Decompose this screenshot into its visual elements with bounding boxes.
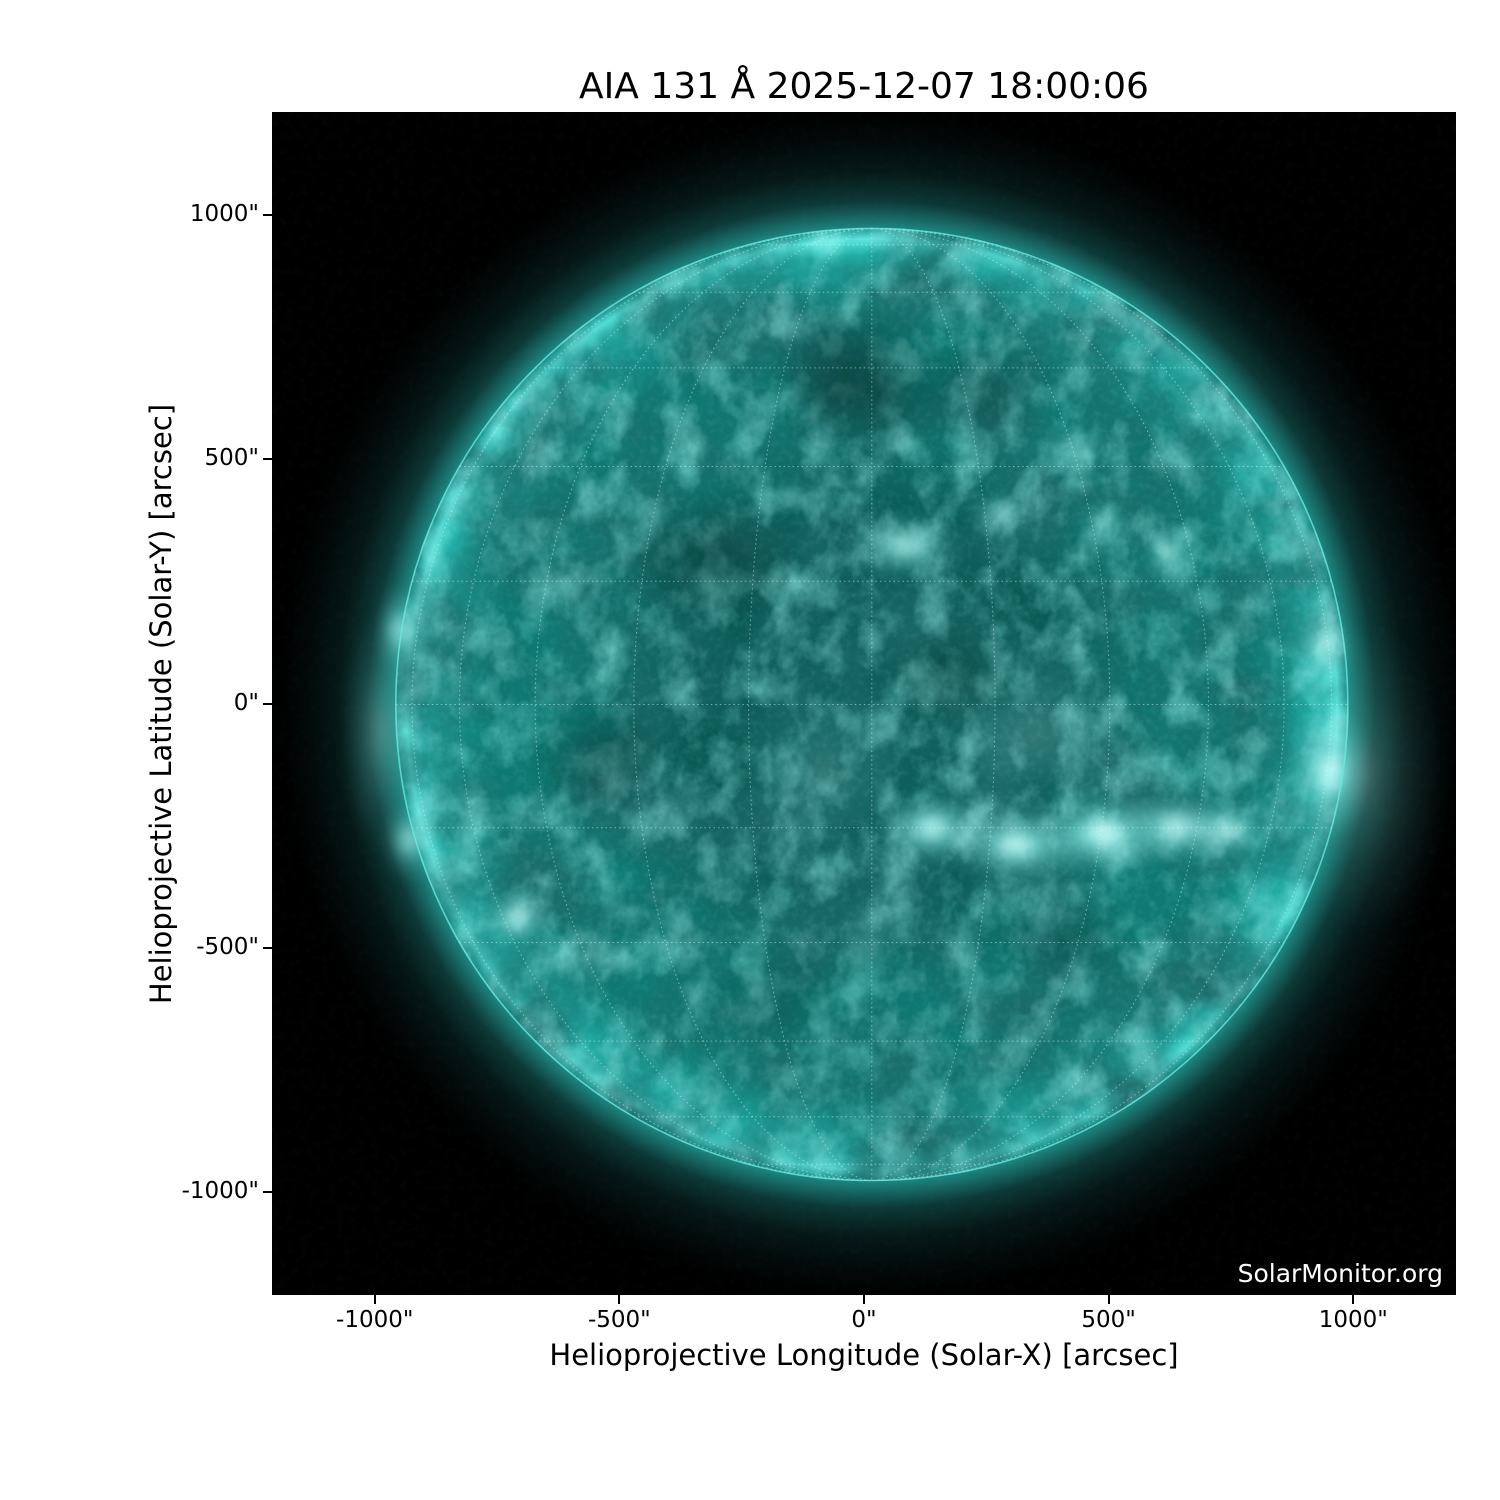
x-tick-mark (373, 1295, 376, 1304)
longitude-line (633, 227, 872, 1181)
x-tick-label: 500" (1081, 1307, 1136, 1333)
x-tick-label: 1000" (1318, 1307, 1388, 1333)
longitude-line (871, 227, 1333, 1181)
coronal-feature (340, 615, 419, 851)
coronal-feature (778, 492, 802, 503)
coronal-feature (908, 336, 1055, 445)
watermark: SolarMonitor.org (1237, 1259, 1443, 1288)
coronal-feature (619, 493, 796, 621)
coronal-feature (1094, 513, 1116, 529)
y-tick-mark (263, 213, 272, 216)
coronal-feature (987, 506, 1013, 525)
y-tick-label: 500" (204, 445, 259, 472)
coronal-feature (844, 889, 895, 1010)
x-tick-mark (618, 1295, 621, 1304)
y-tick-mark (263, 946, 272, 949)
coronal-feature (697, 947, 855, 1046)
coronal-feature (1001, 894, 1138, 983)
longitude-line (459, 227, 872, 1181)
figure-title: AIA 131 Å 2025-12-07 18:00:06 (579, 66, 1149, 107)
heliographic-grid (395, 227, 1348, 1181)
coronal-feature (1207, 817, 1246, 843)
y-tick-mark (263, 458, 272, 461)
plot-area: SolarMonitor.org (272, 112, 1456, 1295)
longitude-line (871, 227, 1111, 1181)
x-axis-label: Helioprojective Longitude (Solar-X) [arc… (549, 1338, 1179, 1372)
coronal-feature (1279, 620, 1447, 934)
x-tick-label: 0" (851, 1307, 877, 1333)
longitude-line (411, 227, 872, 1181)
x-tick-label: -500" (587, 1307, 651, 1333)
y-tick-label: 1000" (189, 200, 259, 227)
x-tick-mark (1352, 1295, 1355, 1304)
active-regions (340, 486, 1447, 1010)
solar-disk-image (272, 112, 1456, 1295)
coronal-feature (1158, 542, 1177, 568)
coronal-feature (397, 823, 421, 857)
solar-limb (394, 227, 1349, 1182)
y-tick-mark (263, 1191, 272, 1194)
longitude-line (748, 227, 872, 1181)
y-tick-label: 0" (233, 689, 259, 716)
coronal-feature (766, 307, 953, 455)
longitude-line (871, 227, 1285, 1181)
x-tick-label: -1000" (336, 1307, 414, 1333)
y-tick-label: -1000" (181, 1178, 259, 1205)
x-tick-mark (863, 1295, 865, 1304)
coronal-feature (697, 674, 953, 870)
longitude-line (871, 227, 996, 1181)
y-axis-label: Helioprojective Latitude (Solar-Y) [arcs… (144, 403, 178, 1005)
coronal-feature (880, 531, 931, 561)
coronal-feature (888, 625, 1182, 841)
y-tick-mark (263, 702, 272, 705)
coronal-feature (526, 698, 674, 816)
y-tick-label: -500" (196, 933, 259, 960)
coronal-feature (499, 906, 534, 931)
x-tick-mark (1107, 1295, 1110, 1304)
